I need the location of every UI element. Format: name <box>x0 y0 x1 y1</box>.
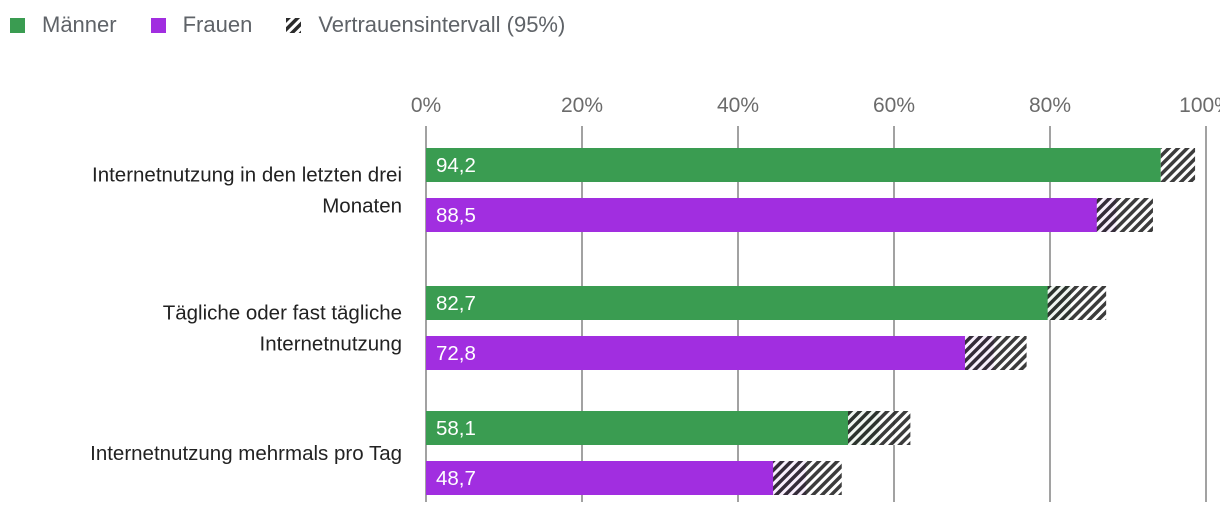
data-label: 88,5 <box>436 204 476 227</box>
confidence-interval <box>1047 286 1107 320</box>
confidence-interval <box>964 336 1027 370</box>
confidence-interval <box>773 461 842 495</box>
data-label: 94,2 <box>436 154 476 177</box>
legend: Männer Frauen Vertrauensintervall (95%) <box>10 12 599 38</box>
legend-item-ci: Vertrauensintervall (95%) <box>286 12 565 38</box>
confidence-interval <box>847 411 911 445</box>
x-tick-label: 60% <box>873 94 915 117</box>
bar <box>426 411 880 445</box>
x-tick-label: 80% <box>1029 94 1071 117</box>
category-label: Internetnutzung <box>260 333 402 356</box>
data-label: 58,1 <box>436 417 476 440</box>
bar <box>426 148 1161 182</box>
bar <box>426 286 1072 320</box>
legend-swatch-ci <box>286 17 302 33</box>
category-label: Tägliche oder fast tägliche <box>163 302 402 325</box>
category-label: Internetnutzung mehrmals pro Tag <box>90 442 402 465</box>
legend-item-maenner: Männer <box>10 12 117 38</box>
x-tick-label: 100% <box>1179 94 1220 117</box>
data-label: 48,7 <box>436 467 476 490</box>
bar <box>426 336 994 370</box>
legend-swatch-frauen <box>150 17 166 33</box>
legend-label-maenner: Männer <box>42 12 117 37</box>
category-label: Monaten <box>322 195 402 218</box>
legend-label-ci: Vertrauensintervall (95%) <box>318 12 566 37</box>
bar <box>426 198 1117 232</box>
legend-swatch-maenner <box>10 17 25 33</box>
x-tick-label: 20% <box>561 94 603 117</box>
data-label: 82,7 <box>436 292 476 315</box>
legend-item-frauen: Frauen <box>150 12 253 38</box>
confidence-interval <box>1160 148 1196 182</box>
category-label: Internetnutzung in den letzten drei <box>92 164 402 187</box>
legend-label-frauen: Frauen <box>182 12 253 37</box>
data-label: 72,8 <box>436 342 476 365</box>
x-tick-label: 40% <box>717 94 759 117</box>
confidence-interval <box>1096 198 1153 232</box>
bar <box>426 461 806 495</box>
x-tick-label: 0% <box>411 94 441 117</box>
